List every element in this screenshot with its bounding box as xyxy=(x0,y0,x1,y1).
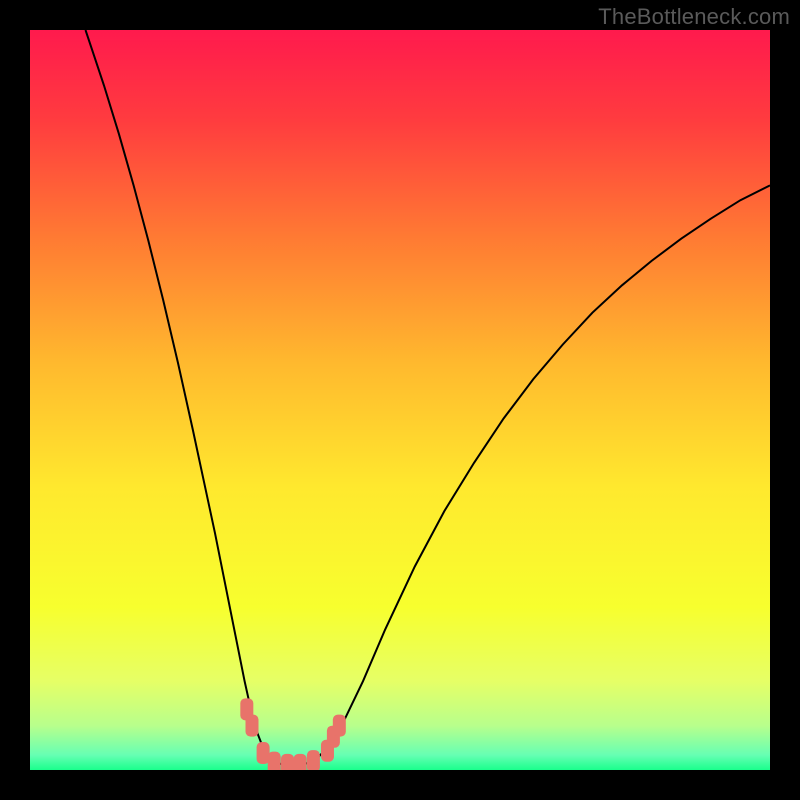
plot-svg xyxy=(30,30,770,770)
curve-marker xyxy=(268,752,281,770)
curve-marker xyxy=(257,742,270,764)
curve-marker xyxy=(281,754,294,770)
curve-marker xyxy=(307,750,320,770)
curve-marker xyxy=(333,715,346,737)
plot-area xyxy=(30,30,770,770)
plot-background xyxy=(30,30,770,770)
curve-marker xyxy=(246,715,259,737)
chart-frame: TheBottleneck.com xyxy=(0,0,800,800)
curve-marker xyxy=(294,754,307,770)
watermark-text: TheBottleneck.com xyxy=(598,4,790,30)
